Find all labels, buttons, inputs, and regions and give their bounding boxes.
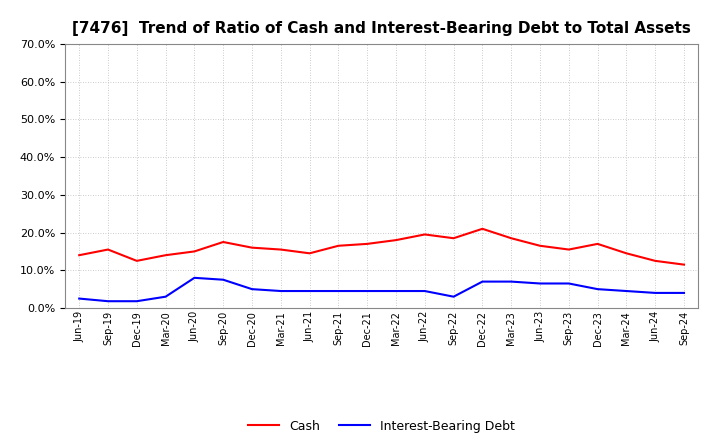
Interest-Bearing Debt xyxy=(651,290,660,296)
Cash xyxy=(478,226,487,231)
Title: [7476]  Trend of Ratio of Cash and Interest-Bearing Debt to Total Assets: [7476] Trend of Ratio of Cash and Intere… xyxy=(72,21,691,36)
Cash xyxy=(276,247,285,252)
Cash xyxy=(622,251,631,256)
Cash xyxy=(651,258,660,264)
Interest-Bearing Debt xyxy=(593,286,602,292)
Interest-Bearing Debt xyxy=(305,288,314,293)
Line: Interest-Bearing Debt: Interest-Bearing Debt xyxy=(79,278,684,301)
Interest-Bearing Debt xyxy=(420,288,429,293)
Cash xyxy=(190,249,199,254)
Interest-Bearing Debt xyxy=(392,288,400,293)
Cash xyxy=(420,232,429,237)
Legend: Cash, Interest-Bearing Debt: Cash, Interest-Bearing Debt xyxy=(243,414,520,437)
Cash xyxy=(305,251,314,256)
Interest-Bearing Debt xyxy=(564,281,573,286)
Cash xyxy=(132,258,141,264)
Interest-Bearing Debt xyxy=(449,294,458,299)
Interest-Bearing Debt xyxy=(276,288,285,293)
Interest-Bearing Debt xyxy=(363,288,372,293)
Cash xyxy=(161,253,170,258)
Cash xyxy=(564,247,573,252)
Cash xyxy=(219,239,228,245)
Interest-Bearing Debt xyxy=(478,279,487,284)
Interest-Bearing Debt xyxy=(161,294,170,299)
Interest-Bearing Debt xyxy=(219,277,228,282)
Cash xyxy=(536,243,544,249)
Interest-Bearing Debt xyxy=(132,299,141,304)
Interest-Bearing Debt xyxy=(190,275,199,280)
Cash xyxy=(334,243,343,249)
Cash xyxy=(104,247,112,252)
Cash xyxy=(392,238,400,243)
Cash xyxy=(593,241,602,246)
Cash xyxy=(449,235,458,241)
Interest-Bearing Debt xyxy=(680,290,688,296)
Interest-Bearing Debt xyxy=(248,286,256,292)
Cash xyxy=(680,262,688,267)
Interest-Bearing Debt xyxy=(75,296,84,301)
Cash xyxy=(75,253,84,258)
Interest-Bearing Debt xyxy=(507,279,516,284)
Interest-Bearing Debt xyxy=(536,281,544,286)
Cash xyxy=(363,241,372,246)
Interest-Bearing Debt xyxy=(622,288,631,293)
Line: Cash: Cash xyxy=(79,229,684,264)
Cash xyxy=(507,235,516,241)
Cash xyxy=(248,245,256,250)
Interest-Bearing Debt xyxy=(334,288,343,293)
Interest-Bearing Debt xyxy=(104,299,112,304)
